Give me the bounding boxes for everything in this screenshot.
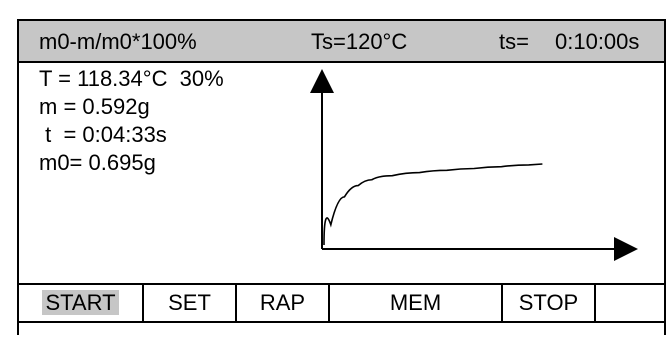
softkey-label: STOP (518, 290, 579, 315)
instrument-display: m0-m/m0*100% Ts=120°C ts= 0:10:00s T = 1… (17, 19, 666, 335)
softkey-set[interactable]: SET (144, 285, 237, 321)
series-line (323, 163, 543, 246)
softkey-start[interactable]: START (19, 285, 144, 321)
softkey-label: SET (168, 290, 211, 315)
softkey-blank[interactable] (596, 285, 664, 321)
softkey-bar: START SET RAP MEM STOP (19, 283, 664, 323)
elapsed-time-readout: t = 0:04:33s (39, 122, 167, 147)
softkey-label: RAP (259, 290, 306, 315)
softkey-stop[interactable]: STOP (503, 285, 596, 321)
set-time-label: ts= (499, 29, 529, 54)
softkey-label: START (42, 290, 119, 315)
temperature-readout: T = 118.34°C 30% (39, 66, 224, 91)
drying-curve-chart (310, 69, 638, 261)
initial-mass-readout: m0= 0.695g (39, 150, 156, 175)
formula-label: m0-m/m0*100% (39, 29, 197, 54)
softkey-label: MEM (389, 290, 442, 315)
softkey-mem[interactable]: MEM (330, 285, 503, 321)
set-temperature: Ts=120°C (311, 29, 408, 54)
mass-readout: m = 0.592g (39, 94, 150, 119)
measurement-readouts: T = 118.34°C 30% m = 0.592g t = 0:04:33s… (39, 65, 224, 177)
status-header: m0-m/m0*100% Ts=120°C ts= 0:10:00s (19, 21, 664, 63)
softkey-rap[interactable]: RAP (237, 285, 330, 321)
set-time-value: 0:10:00s (555, 29, 640, 54)
